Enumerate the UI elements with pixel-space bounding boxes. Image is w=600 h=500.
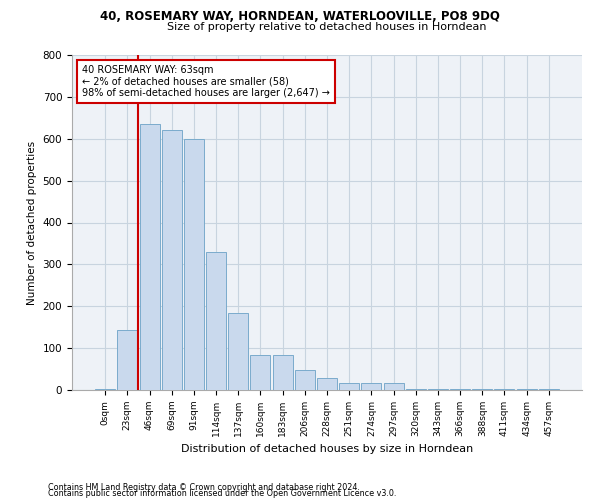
Bar — [428, 389, 448, 390]
Bar — [517, 389, 536, 390]
Text: Contains HM Land Registry data © Crown copyright and database right 2024.: Contains HM Land Registry data © Crown c… — [48, 484, 360, 492]
X-axis label: Distribution of detached houses by size in Horndean: Distribution of detached houses by size … — [181, 444, 473, 454]
Text: 40 ROSEMARY WAY: 63sqm
← 2% of detached houses are smaller (58)
98% of semi-deta: 40 ROSEMARY WAY: 63sqm ← 2% of detached … — [82, 65, 330, 98]
Bar — [228, 312, 248, 390]
Bar — [295, 370, 315, 390]
Bar — [184, 138, 204, 390]
Bar — [250, 355, 271, 390]
Bar — [406, 389, 426, 390]
Bar — [140, 124, 160, 390]
Bar — [206, 252, 226, 390]
Bar — [162, 130, 182, 390]
Bar — [95, 389, 115, 390]
Bar — [450, 389, 470, 390]
Title: Size of property relative to detached houses in Horndean: Size of property relative to detached ho… — [167, 22, 487, 32]
Bar — [472, 389, 492, 390]
Bar — [272, 355, 293, 390]
Text: Contains public sector information licensed under the Open Government Licence v3: Contains public sector information licen… — [48, 490, 397, 498]
Bar — [339, 383, 359, 390]
Bar — [383, 383, 404, 390]
Bar — [118, 330, 137, 390]
Y-axis label: Number of detached properties: Number of detached properties — [27, 140, 37, 304]
Bar — [494, 389, 514, 390]
Bar — [317, 378, 337, 390]
Bar — [539, 389, 559, 390]
Bar — [361, 383, 382, 390]
Text: 40, ROSEMARY WAY, HORNDEAN, WATERLOOVILLE, PO8 9DQ: 40, ROSEMARY WAY, HORNDEAN, WATERLOOVILL… — [100, 10, 500, 23]
